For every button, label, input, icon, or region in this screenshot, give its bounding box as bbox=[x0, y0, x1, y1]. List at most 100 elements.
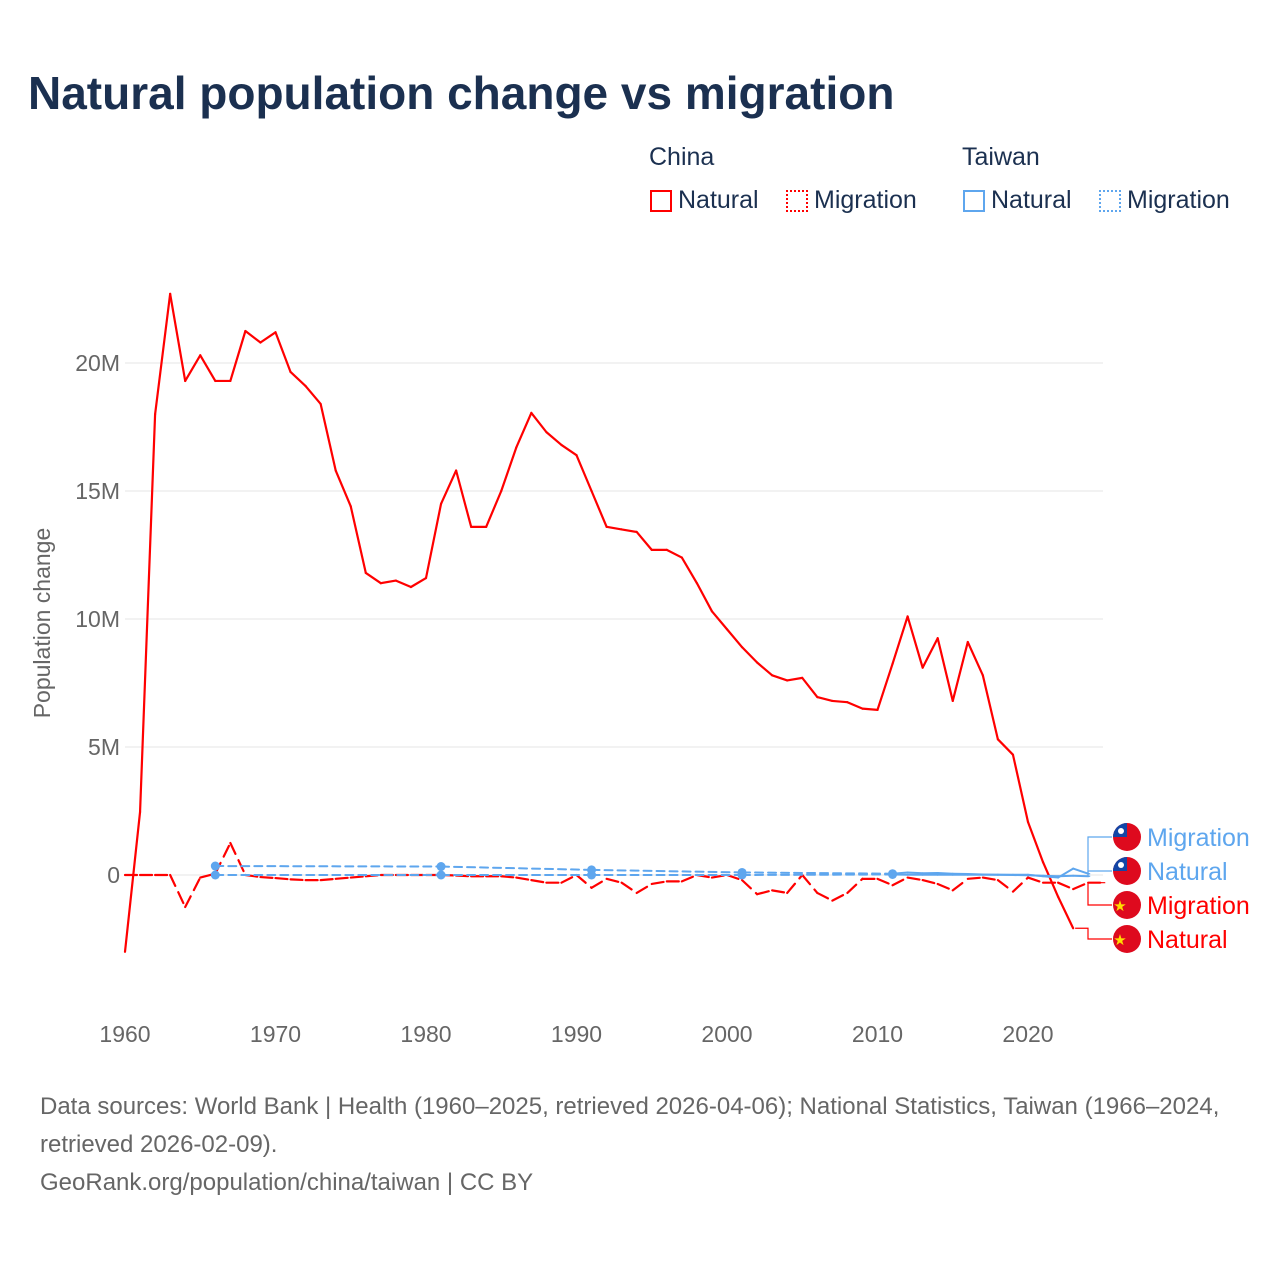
china-natural-segment bbox=[455, 469, 473, 528]
china-natural-segment bbox=[379, 579, 397, 585]
legend-china-natural[interactable]: Natural bbox=[650, 186, 759, 215]
taiwan-flag-icon bbox=[1113, 823, 1141, 851]
china-natural-segment bbox=[154, 292, 172, 416]
data-point bbox=[737, 870, 747, 880]
china-migration-segment bbox=[755, 889, 774, 896]
china-natural-segment bbox=[1056, 895, 1075, 930]
legend-taiwan-natural[interactable]: Natural bbox=[963, 186, 1072, 215]
china-flag-icon: ★ bbox=[1113, 891, 1141, 919]
taiwan-migration-segment bbox=[741, 873, 894, 876]
china-migration-segment bbox=[334, 876, 352, 880]
china-migration-segment bbox=[996, 879, 1015, 893]
dotted-swatch-icon bbox=[786, 189, 808, 212]
series-end-label: Migration bbox=[1147, 892, 1250, 920]
taiwan-migration-segment bbox=[1057, 867, 1075, 879]
flag-star: ★ bbox=[1113, 932, 1126, 949]
taiwan-natural-segment bbox=[590, 868, 744, 874]
china-natural-segment bbox=[996, 738, 1015, 756]
flag-sun bbox=[1118, 862, 1124, 868]
china-natural-segment bbox=[710, 610, 729, 631]
china-migration-segment bbox=[229, 841, 247, 877]
china-migration-segment bbox=[680, 873, 699, 883]
y-axis-label: Population change bbox=[29, 528, 55, 719]
china-migration-segment bbox=[500, 875, 518, 879]
legend-china-migration[interactable]: Migration bbox=[786, 186, 917, 215]
china-migration-segment bbox=[319, 877, 337, 882]
china-natural-segment bbox=[259, 331, 277, 344]
y-tick-label: 20M bbox=[75, 350, 120, 376]
taiwan-flag-icon bbox=[1113, 857, 1141, 885]
x-tick-label: 1980 bbox=[400, 1021, 451, 1047]
taiwan-natural-segment bbox=[214, 865, 443, 868]
credit-link[interactable]: GeoRank.org/population/china/taiwan | CC… bbox=[40, 1169, 534, 1196]
legend-label: Migration bbox=[814, 186, 917, 214]
china-natural-segment bbox=[1026, 820, 1045, 864]
china-migration-segment bbox=[530, 879, 548, 884]
china-flag-icon: ★ bbox=[1113, 925, 1141, 953]
china-natural-segment bbox=[966, 640, 984, 677]
solid-swatch-icon bbox=[650, 189, 672, 212]
x-tick-label: 1990 bbox=[551, 1021, 602, 1047]
china-natural-segment bbox=[816, 695, 834, 703]
solid-swatch-icon bbox=[963, 189, 985, 212]
china-natural-segment bbox=[515, 411, 533, 449]
china-migration-segment bbox=[981, 876, 1000, 882]
china-migration-segment bbox=[635, 882, 653, 895]
china-natural-segment bbox=[620, 528, 638, 534]
china-natural-segment bbox=[635, 530, 653, 551]
china-migration-segment bbox=[891, 876, 909, 887]
taiwan-migration-segment bbox=[1042, 875, 1060, 879]
china-natural-segment bbox=[485, 489, 503, 528]
flag-sun bbox=[1118, 828, 1124, 834]
legend-group-china: China bbox=[649, 143, 715, 171]
china-natural-segment bbox=[831, 699, 849, 704]
taiwan-natural-segment bbox=[936, 871, 954, 875]
china-migration-segment bbox=[169, 873, 187, 909]
china-natural-segment bbox=[771, 674, 789, 682]
china-natural-segment bbox=[921, 637, 939, 669]
label-connector bbox=[1075, 927, 1112, 940]
china-natural-segment bbox=[876, 662, 894, 711]
china-migration-segment bbox=[620, 881, 638, 895]
taiwan-natural-segment bbox=[741, 871, 894, 875]
china-migration-segment bbox=[846, 877, 864, 895]
legend-label: Natural bbox=[991, 186, 1072, 214]
china-migration-segment bbox=[650, 880, 668, 886]
series-end-label: Migration bbox=[1147, 824, 1250, 852]
china-natural-segment bbox=[394, 579, 413, 589]
china-natural-segment bbox=[605, 525, 623, 531]
label-connector bbox=[1087, 870, 1112, 877]
label-connector bbox=[1087, 882, 1112, 906]
chart-title: Natural population change vs migration bbox=[28, 67, 895, 119]
legend-group-taiwan: Taiwan bbox=[962, 143, 1040, 171]
china-natural-segment bbox=[906, 615, 924, 669]
taiwan-natural-segment bbox=[906, 871, 924, 875]
china-migration-segment bbox=[259, 875, 277, 880]
china-migration-segment bbox=[349, 875, 367, 879]
legend-taiwan-migration[interactable]: Migration bbox=[1099, 186, 1230, 215]
footer: Data sources: World Bank | Health (1960–… bbox=[40, 1088, 1250, 1202]
china-natural-segment bbox=[289, 370, 307, 388]
china-migration-segment bbox=[605, 877, 623, 884]
china-natural-segment bbox=[695, 582, 714, 613]
china-migration-segment bbox=[1026, 876, 1045, 884]
china-migration-segment bbox=[590, 877, 608, 889]
data-point bbox=[436, 862, 446, 872]
china-natural-segment bbox=[1041, 861, 1060, 898]
china-migration-segment bbox=[831, 891, 849, 902]
china-natural-segment bbox=[500, 446, 518, 493]
x-tick-label: 2020 bbox=[1002, 1021, 1053, 1047]
x-tick-label: 1960 bbox=[99, 1021, 150, 1047]
series-end-label: Natural bbox=[1147, 858, 1228, 886]
china-migration-segment bbox=[274, 876, 292, 881]
china-natural-segment bbox=[755, 661, 774, 677]
china-migration-segment bbox=[966, 876, 984, 880]
y-tick-label: 0 bbox=[107, 862, 120, 888]
taiwan-migration-segment bbox=[1027, 873, 1045, 878]
china-natural-segment bbox=[951, 640, 969, 703]
china-natural-segment bbox=[169, 292, 187, 383]
china-natural-segment bbox=[424, 502, 443, 580]
legend-label: Natural bbox=[678, 186, 759, 214]
flag-circle bbox=[1113, 891, 1141, 919]
china-natural-segment bbox=[560, 443, 578, 457]
